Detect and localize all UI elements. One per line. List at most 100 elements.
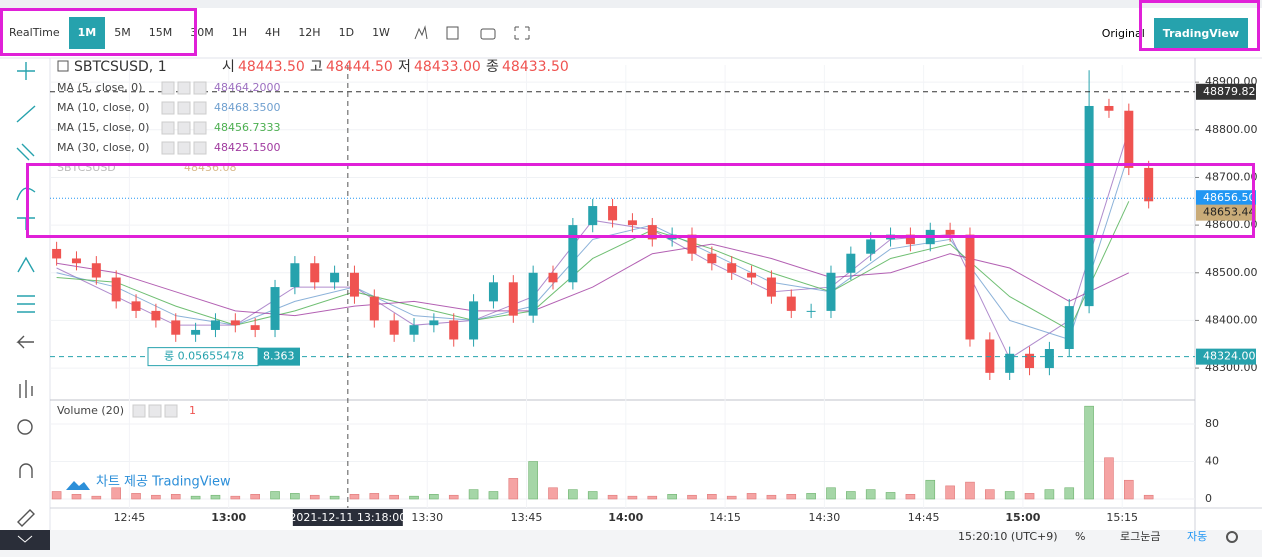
volume-bar — [707, 494, 717, 500]
icon — [446, 26, 459, 40]
candle-body — [806, 310, 816, 312]
highlight-box — [26, 163, 1255, 238]
x-tick-label: 14:45 — [908, 511, 940, 524]
ma-name: MA (10, close, 0) — [57, 101, 149, 114]
volume-bar — [349, 494, 360, 500]
interval-button[interactable]: RealTime — [9, 26, 60, 39]
candle-body — [826, 272, 836, 311]
candle-body — [945, 229, 955, 235]
interval-button[interactable]: 12H — [298, 26, 321, 39]
candle-body — [409, 325, 419, 335]
collapse-button[interactable] — [0, 530, 50, 550]
plot: 48300.0048400.0048500.0048600.0048700.00… — [50, 59, 1258, 543]
status-item: 로그눈금 — [1120, 530, 1160, 543]
y-tick-label: 48600.00 — [1205, 218, 1258, 231]
candle-body — [270, 287, 280, 330]
volume-bar — [647, 495, 658, 500]
candle-body — [1084, 105, 1094, 307]
candle-body — [508, 282, 518, 316]
volume-tick-label: 40 — [1205, 455, 1219, 468]
candle-body — [905, 234, 915, 245]
frame — [0, 0, 1262, 8]
interval-button[interactable]: 1H — [231, 26, 248, 39]
volume-bar — [270, 491, 280, 500]
candle-body — [131, 301, 141, 311]
legend-icon — [161, 141, 175, 155]
view-button[interactable]: TradingView — [1153, 18, 1248, 50]
legend-icon — [161, 121, 175, 135]
volume-bar — [369, 493, 380, 500]
candle-body — [766, 277, 776, 297]
volume-bar — [409, 495, 419, 500]
x-tick-label: 13:30 — [411, 511, 443, 524]
ohlc-value: 48443.50 — [238, 59, 305, 75]
legend-icon — [132, 404, 146, 418]
position-label: 롱 0.05655478 — [164, 350, 244, 363]
icon — [57, 60, 69, 72]
y-tick-label: 48500.00 — [1205, 266, 1258, 279]
icon — [480, 28, 496, 40]
volume-bar — [786, 494, 797, 500]
icon — [514, 26, 530, 40]
x-tick-label: 13:00 — [211, 511, 246, 524]
interval-button[interactable]: 1W — [372, 26, 390, 39]
candle-body — [250, 325, 260, 330]
candle-body — [846, 253, 856, 273]
volume-bar — [1124, 479, 1134, 500]
legend-icon — [177, 101, 191, 115]
price-tag — [1196, 204, 1256, 221]
x-tick-label: 14:30 — [809, 511, 841, 524]
view-button[interactable]: Original — [1101, 27, 1145, 40]
volume-bar — [587, 491, 598, 500]
view-group: Original TradingView — [1093, 18, 1248, 50]
candle-body — [1025, 353, 1035, 369]
interval-button[interactable]: 15M — [148, 26, 173, 39]
volume-bar — [170, 494, 181, 500]
interval-button[interactable]: 4H — [265, 26, 281, 39]
volume-bar — [309, 494, 320, 500]
volume-bar — [250, 494, 260, 500]
legend-icon — [177, 141, 191, 155]
volume-bar — [329, 495, 340, 500]
volume-bar — [91, 495, 102, 500]
ma-name: MA (15, close, 0) — [57, 121, 149, 134]
candle-body — [91, 263, 101, 278]
volume-bar — [111, 487, 121, 500]
volume-name: Volume (20) — [57, 404, 124, 417]
icon — [17, 535, 33, 543]
highlight-box — [0, 8, 197, 56]
interval-button[interactable]: 1D — [338, 26, 355, 39]
price-tag — [1196, 348, 1256, 365]
ma-name: MA (5, close, 0) — [57, 81, 142, 94]
candle-body — [151, 310, 161, 321]
legend-icon — [164, 404, 178, 418]
candle-body — [290, 263, 300, 288]
volume-bar — [51, 491, 62, 500]
volume-tick-label: 80 — [1205, 417, 1219, 430]
ohlc-name: 시 — [222, 59, 235, 75]
volume-bar — [1024, 493, 1035, 500]
volume-bar — [508, 478, 519, 500]
candle-body — [349, 272, 359, 297]
candle-body — [786, 296, 796, 311]
candle-body — [171, 320, 181, 335]
candle-body — [1005, 353, 1015, 373]
candle-body — [429, 320, 439, 326]
volume-bar — [1064, 487, 1075, 500]
volume-bar — [826, 487, 836, 500]
y-tick-label: 48700.00 — [1205, 170, 1258, 183]
watermark: 차트 제공 TradingView — [96, 475, 231, 490]
y-tick-label: 48800.00 — [1205, 123, 1258, 136]
candle-body — [488, 282, 498, 302]
volume-bar — [488, 491, 499, 500]
volume-bar — [746, 493, 757, 500]
interval-button[interactable]: 1M — [68, 17, 106, 49]
ma-value: 48464.2000 — [214, 81, 280, 94]
price-tag-label: 48653.44 — [1203, 206, 1256, 219]
candle-body — [52, 248, 62, 259]
ohlc-value: 48444.50 — [326, 59, 393, 75]
ohlc-name: 고 — [310, 59, 323, 75]
candle-body — [389, 320, 399, 335]
interval-button[interactable]: 5M — [114, 26, 131, 39]
